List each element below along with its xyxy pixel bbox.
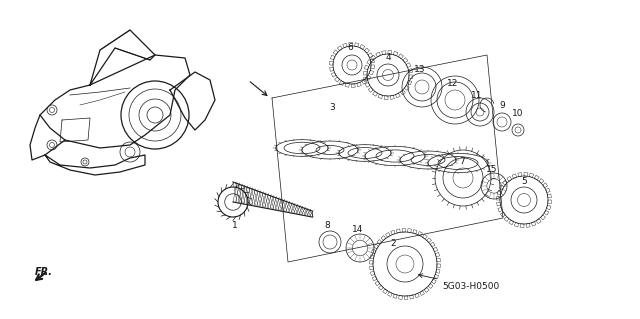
Text: 9: 9 <box>499 101 505 110</box>
Text: 5G03-H0500: 5G03-H0500 <box>419 274 499 291</box>
Text: 14: 14 <box>352 226 364 234</box>
Text: 13: 13 <box>414 65 426 75</box>
Text: 10: 10 <box>512 108 524 117</box>
Text: 15: 15 <box>486 165 498 174</box>
Text: 5: 5 <box>521 177 527 187</box>
Text: FR.: FR. <box>35 267 53 277</box>
Text: 4: 4 <box>385 53 391 62</box>
Text: 3: 3 <box>329 103 335 113</box>
Text: 11: 11 <box>471 92 483 100</box>
Text: 7: 7 <box>459 157 465 166</box>
Text: 6: 6 <box>347 43 353 53</box>
Text: 8: 8 <box>324 221 330 231</box>
Text: 1: 1 <box>232 221 238 231</box>
Text: 12: 12 <box>447 78 459 87</box>
Text: 2: 2 <box>390 240 396 249</box>
